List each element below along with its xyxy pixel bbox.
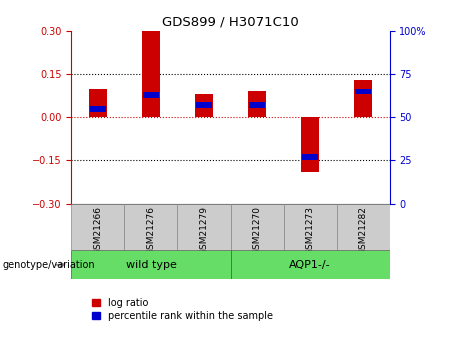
Bar [248, 91, 266, 117]
FancyBboxPatch shape [71, 250, 230, 279]
FancyBboxPatch shape [337, 204, 390, 250]
Text: GSM21279: GSM21279 [200, 206, 208, 255]
Text: GSM21266: GSM21266 [94, 206, 102, 255]
Text: wild type: wild type [125, 260, 177, 270]
FancyBboxPatch shape [230, 250, 390, 279]
FancyBboxPatch shape [124, 204, 177, 250]
Bar [142, 31, 160, 117]
FancyBboxPatch shape [71, 204, 124, 250]
Bar [355, 89, 372, 94]
Bar [301, 154, 319, 160]
Bar [301, 117, 319, 172]
Bar [142, 92, 160, 98]
FancyBboxPatch shape [284, 204, 337, 250]
FancyBboxPatch shape [230, 204, 284, 250]
Text: genotype/variation: genotype/variation [2, 260, 95, 270]
Text: GSM21273: GSM21273 [306, 206, 314, 255]
FancyBboxPatch shape [177, 204, 230, 250]
Legend: log ratio, percentile rank within the sample: log ratio, percentile rank within the sa… [92, 298, 273, 321]
Title: GDS899 / H3071C10: GDS899 / H3071C10 [162, 16, 299, 29]
Text: GSM21282: GSM21282 [359, 206, 367, 255]
Bar [89, 89, 107, 117]
Bar [195, 102, 213, 108]
Bar [89, 106, 106, 111]
Text: GSM21270: GSM21270 [253, 206, 261, 255]
Text: GSM21276: GSM21276 [147, 206, 155, 255]
Bar [248, 102, 266, 108]
Bar [195, 94, 213, 117]
Bar [354, 80, 372, 117]
Text: AQP1-/-: AQP1-/- [289, 260, 331, 270]
